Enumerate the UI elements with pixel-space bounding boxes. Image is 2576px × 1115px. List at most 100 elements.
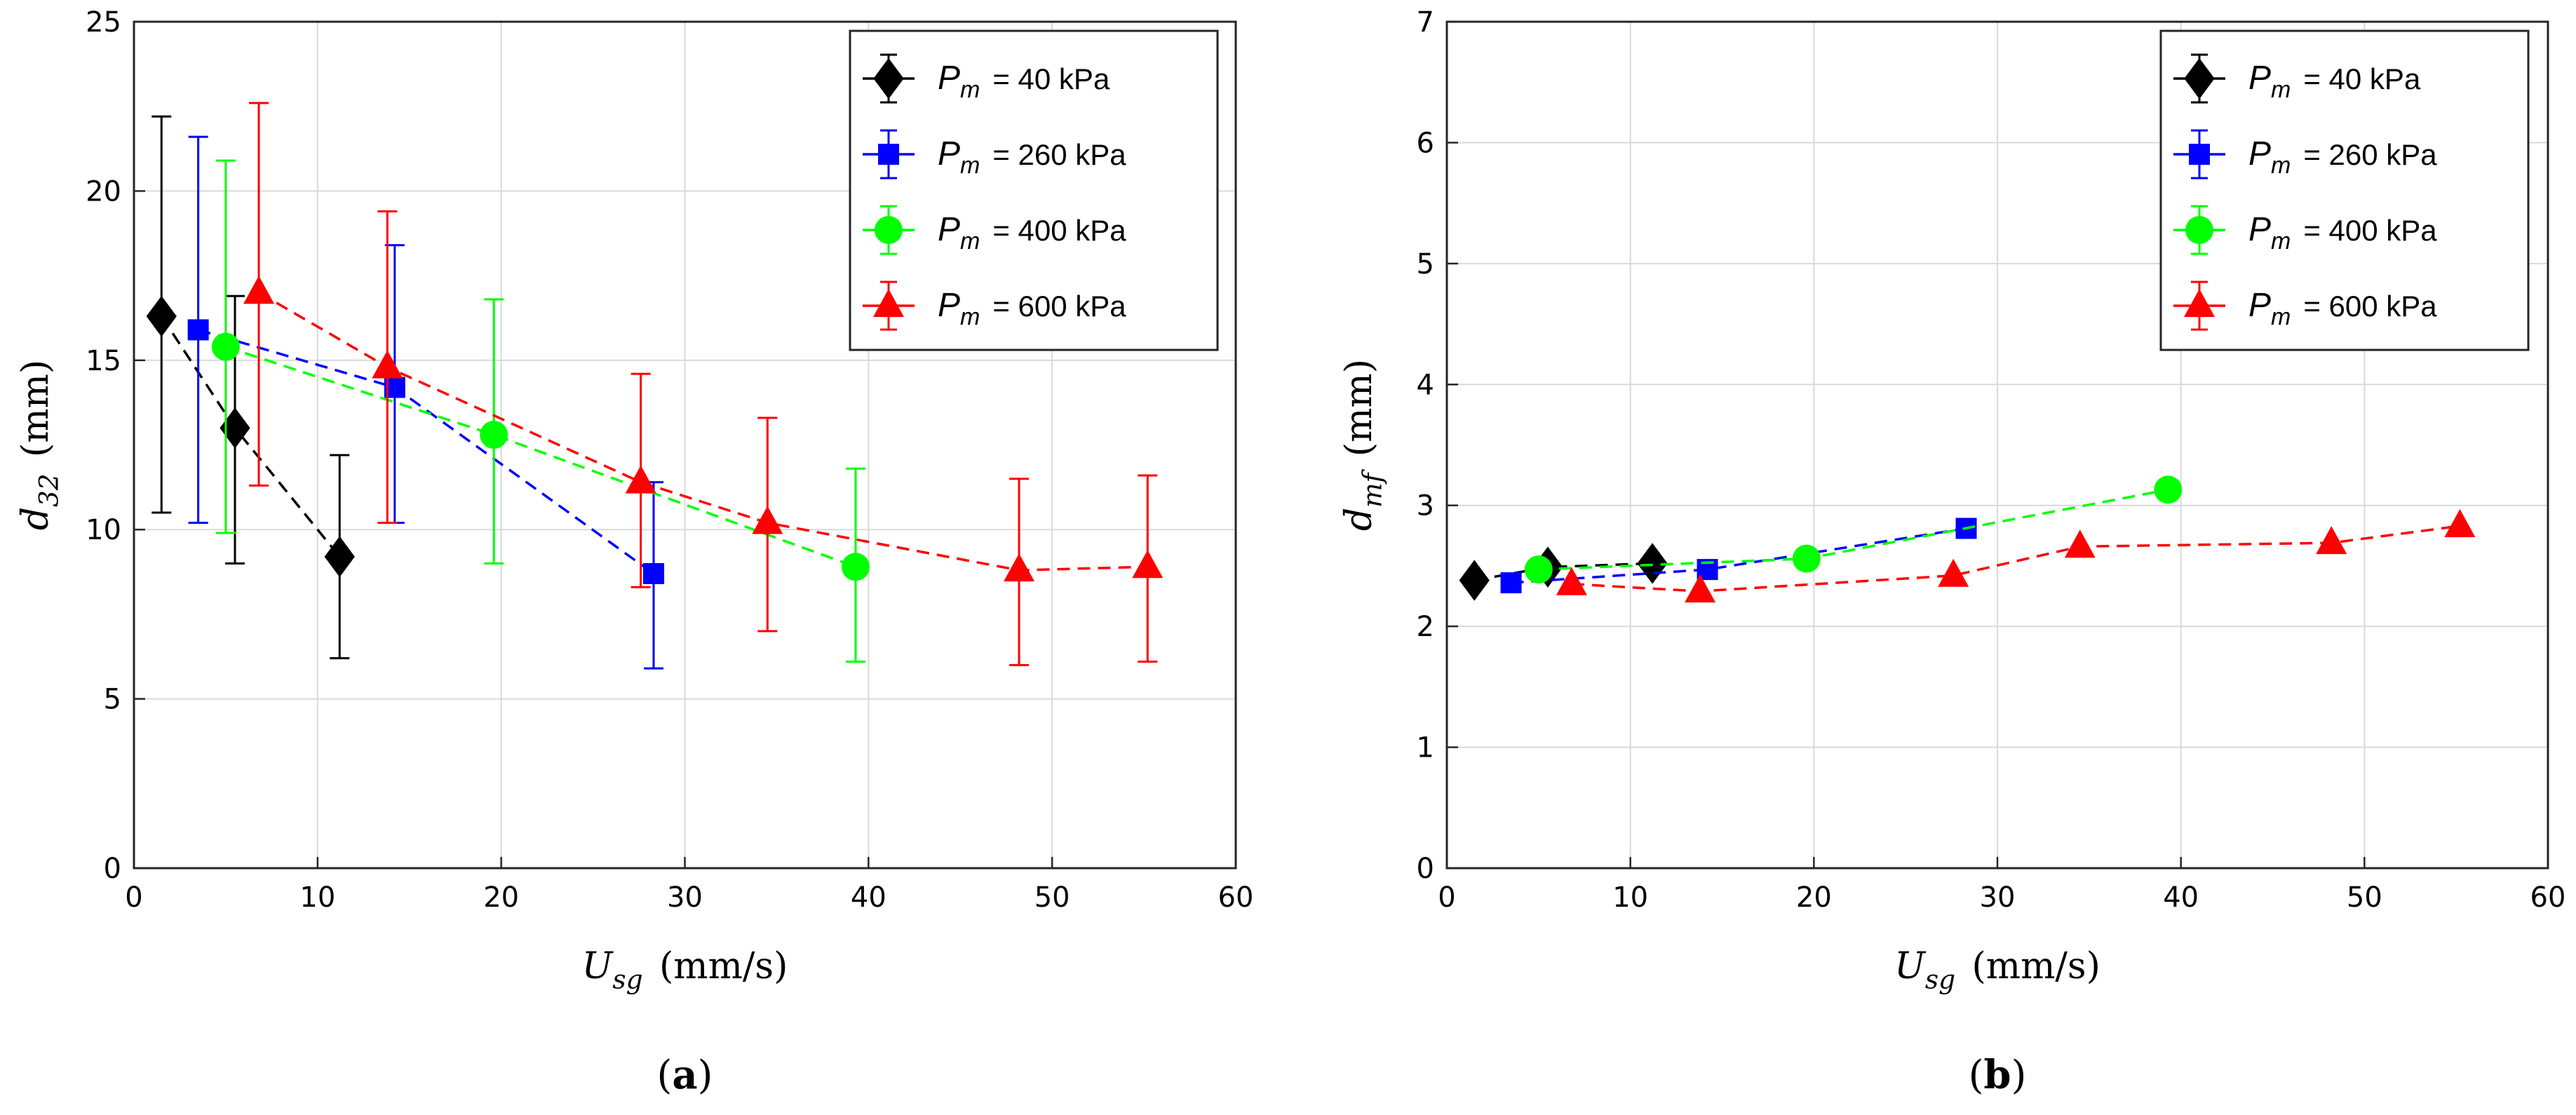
x-axis-label-unit: (mm/s) bbox=[1971, 945, 2100, 987]
data-point bbox=[752, 506, 783, 534]
x-tick-label: 40 bbox=[2163, 881, 2199, 914]
y-tick-label: 2 bbox=[1417, 611, 1434, 643]
legend-marker bbox=[873, 289, 904, 317]
legend-symbol: P bbox=[938, 60, 960, 97]
panel-label-close: ) bbox=[2011, 1053, 2027, 1098]
x-tick-label: 0 bbox=[125, 881, 142, 914]
legend-label: Pm = 400 kPa bbox=[938, 211, 1126, 255]
data-point bbox=[1792, 544, 1821, 573]
x-axis-label: Usg (mm/s) bbox=[1894, 945, 2100, 995]
y-axis-label-symbol: d bbox=[1338, 508, 1380, 531]
legend-label: Pm = 600 kPa bbox=[2248, 287, 2437, 330]
x-axis-label-symbol: U bbox=[1894, 945, 1927, 987]
legend-subscript: m bbox=[2271, 152, 2291, 179]
data-point bbox=[1637, 543, 1668, 584]
legend-subscript: m bbox=[960, 304, 980, 330]
legend-subscript: m bbox=[2271, 228, 2291, 255]
data-point bbox=[1524, 555, 1553, 584]
x-axis-label-symbol: U bbox=[582, 945, 614, 987]
y-axis-label-subscript: mf bbox=[1357, 468, 1388, 507]
x-tick-label: 20 bbox=[483, 881, 519, 914]
series-square bbox=[187, 135, 664, 670]
chart-panel-a: 0 10 20 30 40 50 60 0 5 10 15 20 25 Pm = 40 kPa Pm = 260… bbox=[15, 6, 1253, 1098]
x-tick-label: 20 bbox=[1796, 881, 1832, 914]
legend-item: Pm = 260 kPa bbox=[863, 129, 1126, 180]
series-triangle bbox=[1556, 509, 2476, 603]
data-point bbox=[243, 276, 275, 304]
series-line bbox=[258, 291, 1148, 572]
x-tick-label: 60 bbox=[2530, 881, 2566, 914]
legend-label: Pm = 400 kPa bbox=[2248, 211, 2437, 255]
legend-marker bbox=[2189, 144, 2210, 165]
data-point bbox=[187, 319, 209, 341]
data-point bbox=[372, 350, 403, 379]
panel-label-open: ( bbox=[1969, 1053, 1984, 1098]
panel-label: (a) bbox=[656, 1052, 713, 1098]
y-tick-label: 3 bbox=[1417, 490, 1434, 522]
data-point bbox=[625, 465, 656, 494]
data-point bbox=[842, 553, 870, 581]
legend-marker bbox=[2184, 289, 2215, 317]
legend-marker bbox=[873, 58, 904, 100]
data-point bbox=[2444, 509, 2476, 538]
series-diamond bbox=[146, 115, 355, 660]
legend-label: Pm = 260 kPa bbox=[938, 135, 1126, 179]
legend-item: Pm = 260 kPa bbox=[2173, 129, 2437, 180]
legend-value: = 260 kPa bbox=[992, 138, 1126, 171]
series-triangle bbox=[243, 102, 1164, 666]
legend-value: = 600 kPa bbox=[992, 290, 1126, 323]
y-axis-label-subscript: 32 bbox=[34, 473, 65, 507]
data-point bbox=[1004, 553, 1035, 582]
data-point bbox=[146, 295, 177, 337]
series-line bbox=[1474, 562, 1653, 582]
data-point bbox=[2316, 526, 2347, 555]
y-tick-label: 0 bbox=[1417, 853, 1434, 885]
series-line bbox=[1571, 525, 2460, 593]
x-tick-label: 50 bbox=[1034, 881, 1070, 914]
legend-item: Pm = 400 kPa bbox=[863, 205, 1126, 255]
legend-symbol: P bbox=[938, 135, 960, 173]
x-tick-label: 30 bbox=[1980, 881, 2016, 914]
y-tick-label: 25 bbox=[86, 6, 121, 39]
legend-value: = 40 kPa bbox=[992, 62, 1110, 95]
data-point bbox=[480, 421, 508, 450]
legend-symbol: P bbox=[2248, 211, 2271, 248]
legend-box bbox=[849, 29, 1219, 351]
x-tick-label: 60 bbox=[1218, 881, 1254, 914]
y-tick-label: 6 bbox=[1417, 127, 1434, 159]
legend-value: = 400 kPa bbox=[992, 214, 1126, 247]
y-axis-label-symbol: d bbox=[15, 507, 57, 530]
legend-marker bbox=[2185, 216, 2213, 244]
data-point bbox=[1459, 560, 1490, 601]
data-point bbox=[1132, 550, 1164, 579]
panel-label-letter: b bbox=[1983, 1052, 2011, 1098]
data-point bbox=[1685, 574, 1716, 603]
data-point bbox=[211, 332, 240, 361]
axes-frame bbox=[1445, 20, 2549, 870]
legend-subscript: m bbox=[960, 152, 980, 179]
y-axis-label-unit: (mm) bbox=[15, 360, 57, 457]
legend: Pm = 40 kPa Pm = 260 kPa Pm = 400 kPa Pm = 600 … bbox=[2159, 29, 2530, 351]
y-tick-label: 0 bbox=[104, 853, 121, 885]
data-point bbox=[324, 536, 355, 578]
x-axis-label-subscript: sg bbox=[612, 964, 642, 995]
data-point bbox=[2154, 475, 2183, 504]
x-tick-label: 0 bbox=[1438, 881, 1455, 914]
axes-frame bbox=[133, 20, 1237, 870]
x-tick-label: 10 bbox=[1612, 881, 1648, 914]
legend-label: Pm = 260 kPa bbox=[2248, 135, 2437, 179]
data-point bbox=[642, 562, 664, 584]
y-tick-label: 1 bbox=[1417, 732, 1434, 764]
y-tick-label: 5 bbox=[104, 684, 121, 716]
legend-subscript: m bbox=[960, 76, 980, 103]
x-axis-label-subscript: sg bbox=[1925, 964, 1955, 995]
panel-label-letter: a bbox=[672, 1052, 697, 1098]
data-point bbox=[2064, 529, 2096, 558]
series-circle bbox=[1524, 475, 2183, 584]
legend-value: = 600 kPa bbox=[2303, 290, 2437, 323]
legend-marker bbox=[878, 144, 899, 165]
y-axis-label-unit: (mm) bbox=[1338, 359, 1380, 457]
legend-symbol: P bbox=[2248, 135, 2271, 173]
legend-symbol: P bbox=[938, 211, 960, 248]
